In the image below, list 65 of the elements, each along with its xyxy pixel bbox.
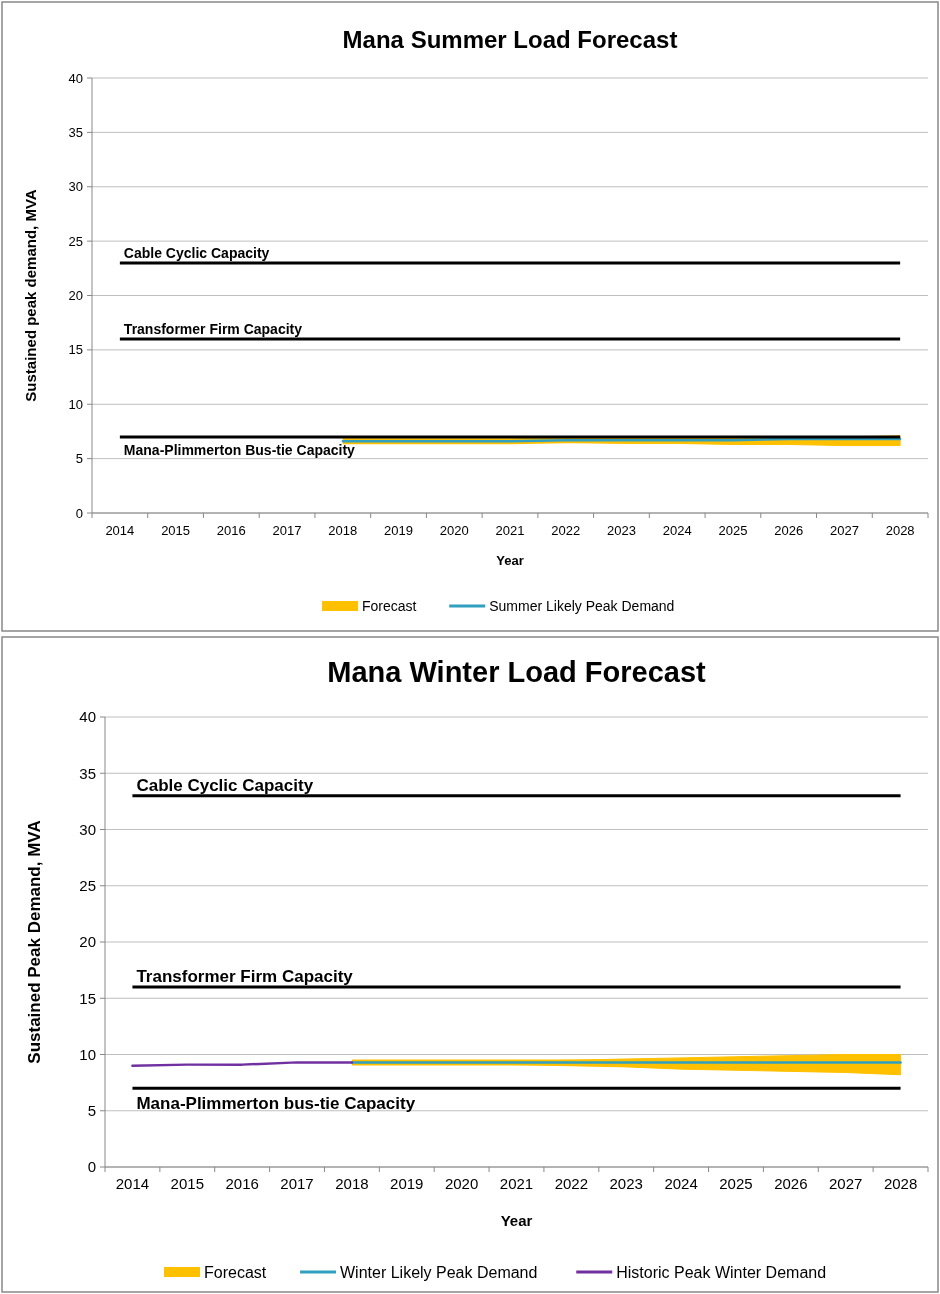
chart-title: Mana Summer Load Forecast: [342, 26, 678, 53]
y-tick-label: 5: [75, 451, 83, 467]
y-tick-label: 5: [87, 1102, 96, 1119]
x-tick-label: 2014: [105, 523, 135, 538]
x-tick-label: 2016: [225, 1175, 259, 1192]
x-tick-label: 2025: [719, 1175, 753, 1192]
x-tick-label: 2026: [774, 523, 804, 538]
x-tick-label: 2015: [170, 1175, 204, 1192]
ref-line-label: Mana-Plimmerton bus-tie Capacity: [136, 1094, 416, 1114]
legend-label: Forecast: [362, 597, 417, 614]
x-tick-label: 2027: [829, 523, 859, 538]
x-tick-label: 2025: [718, 523, 748, 538]
ref-line-label: Cable Cyclic Capacity: [136, 775, 314, 795]
x-tick-label: 2020: [444, 1175, 479, 1192]
x-tick-label: 2015: [161, 523, 191, 538]
x-tick-label: 2028: [885, 523, 915, 538]
y-tick-label: 10: [79, 1045, 96, 1063]
legend-label: Summer Likely Peak Demand: [489, 597, 675, 614]
x-tick-label: 2026: [774, 1175, 808, 1192]
x-tick-label: 2016: [216, 523, 246, 538]
x-tick-label: 2017: [280, 1175, 314, 1192]
y-tick-label: 25: [68, 233, 83, 249]
x-tick-label: 2024: [662, 523, 692, 538]
y-tick-label: 30: [68, 179, 83, 195]
y-tick-label: 0: [75, 505, 83, 521]
ref-line-label: Transformer Firm Capacity: [123, 321, 303, 337]
legend-label: Historic Peak Winter Demand: [616, 1263, 827, 1281]
x-tick-label: 2014: [115, 1175, 150, 1192]
ref-line-label: Transformer Firm Capacity: [136, 967, 354, 986]
y-tick-label: 15: [68, 342, 83, 358]
y-tick-label: 35: [68, 124, 83, 140]
x-tick-label: 2027: [829, 1175, 863, 1192]
x-tick-label: 2024: [664, 1175, 698, 1192]
x-tick-label: 2022: [554, 1175, 589, 1192]
y-tick-label: 40: [79, 708, 96, 726]
y-tick-label: 25: [79, 877, 96, 894]
chart-title: Mana Winter Load Forecast: [327, 656, 707, 688]
ref-line-label: Cable Cyclic Capacity: [123, 244, 270, 261]
legend-label: Forecast: [204, 1263, 267, 1281]
x-axis-title: Year: [500, 1212, 533, 1229]
y-tick-label: 20: [68, 288, 83, 304]
y-tick-label: 40: [68, 70, 83, 86]
x-tick-label: 2018: [328, 523, 358, 538]
x-tick-label: 2021: [495, 523, 525, 538]
y-tick-label: 0: [87, 1158, 96, 1176]
ref-line-label: Mana-Plimmerton Bus-tie Capacity: [123, 441, 356, 458]
x-tick-label: 2023: [609, 1175, 643, 1192]
x-tick-label: 2019: [384, 523, 413, 538]
y-axis-title: Sustained peak demand, MVA: [22, 189, 39, 402]
x-tick-label: 2028: [883, 1175, 918, 1192]
y-tick-label: 20: [79, 933, 96, 951]
y-tick-label: 35: [79, 764, 96, 782]
x-tick-label: 2018: [335, 1175, 369, 1192]
x-tick-label: 2023: [607, 523, 636, 538]
x-tick-label: 2021: [499, 1175, 534, 1192]
y-tick-label: 30: [79, 820, 96, 838]
x-tick-label: 2022: [551, 523, 581, 538]
x-tick-label: 2020: [439, 523, 469, 538]
y-tick-label: 10: [68, 396, 83, 412]
y-axis-title: Sustained Peak Demand, MVA: [25, 820, 44, 1064]
x-axis-title: Year: [496, 553, 524, 568]
y-tick-label: 15: [79, 989, 96, 1007]
x-tick-label: 2019: [390, 1175, 424, 1192]
x-tick-label: 2017: [272, 523, 302, 538]
legend-label: Winter Likely Peak Demand: [340, 1263, 538, 1281]
